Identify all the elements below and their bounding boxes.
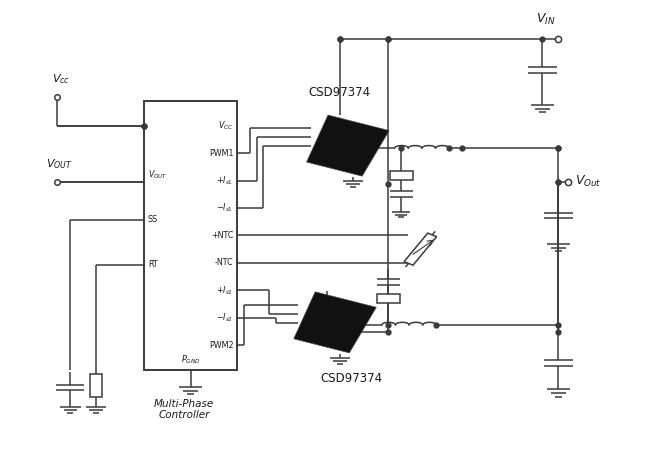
Text: PWM2: PWM2: [209, 341, 233, 350]
Text: $V_{CC}$: $V_{CC}$: [218, 120, 233, 132]
Text: $-I_{s2}$: $-I_{s2}$: [216, 311, 233, 324]
Text: $V_{OUT}$: $V_{OUT}$: [46, 157, 73, 171]
Text: +NTC: +NTC: [211, 231, 233, 240]
Text: SS: SS: [148, 215, 158, 224]
Text: -NTC: -NTC: [214, 258, 233, 267]
Polygon shape: [294, 292, 376, 353]
Bar: [90, 374, 102, 396]
Text: CSD97374: CSD97374: [321, 372, 383, 385]
Text: CSD97374: CSD97374: [308, 86, 370, 99]
Bar: [389, 171, 413, 179]
Text: $+I_{s2}$: $+I_{s2}$: [216, 284, 233, 297]
Text: $+I_{s1}$: $+I_{s1}$: [216, 174, 233, 187]
Polygon shape: [404, 233, 437, 265]
Text: Multi-Phase
Controller: Multi-Phase Controller: [154, 399, 214, 420]
Text: PWM1: PWM1: [209, 149, 233, 158]
Text: $P_{GND}$: $P_{GND}$: [181, 354, 200, 366]
Text: $V_{IN}$: $V_{IN}$: [536, 12, 555, 27]
Text: $V_{cc}$: $V_{cc}$: [52, 72, 69, 86]
Text: $-I_{s1}$: $-I_{s1}$: [216, 202, 233, 214]
Text: $V_{Out}$: $V_{Out}$: [575, 174, 601, 189]
Bar: [376, 294, 400, 303]
Polygon shape: [307, 115, 389, 176]
Text: RT: RT: [148, 260, 157, 269]
Text: $V_{OUT}$: $V_{OUT}$: [148, 169, 168, 181]
FancyBboxPatch shape: [144, 101, 237, 370]
